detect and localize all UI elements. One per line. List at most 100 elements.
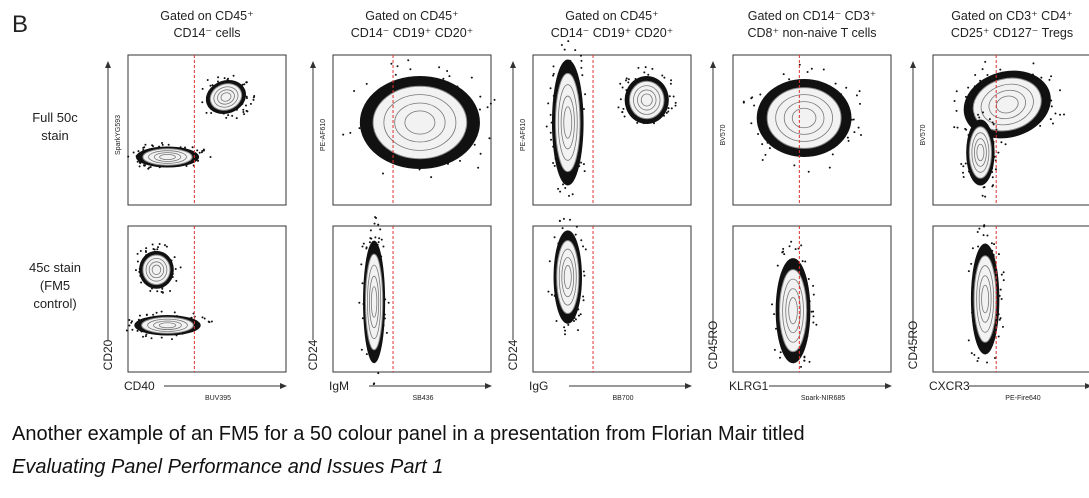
panel-title: Gated on CD45⁺ [365,9,458,23]
event-dot [245,97,248,100]
event-dot [235,117,238,120]
event-dot [782,73,785,76]
plot-frame [127,225,287,373]
event-dot [965,128,968,131]
event-dot [379,228,382,231]
event-dot [580,239,583,242]
row-label: stain [41,128,68,143]
event-dot [563,333,566,336]
event-dot [623,115,626,118]
event-dot [858,90,861,93]
event-dot [361,317,364,320]
event-dot [173,256,176,259]
event-dot [674,101,677,104]
event-dot [173,311,176,314]
plot [532,40,692,206]
event-dot [812,310,815,313]
event-dot [373,222,376,225]
event-dot [1062,113,1065,116]
x-label: IgM [329,379,349,393]
event-dot [390,62,393,65]
event-dot [552,74,555,77]
event-dot [128,324,131,327]
event-dot [1050,75,1053,78]
contour [367,264,382,340]
event-dot [998,318,1001,321]
event-dot [478,108,481,111]
x-channel: PE-Fire640 [1005,395,1041,400]
event-dot [568,218,571,221]
event-dot [672,95,675,98]
panel-title: CD14⁻ CD19⁺ CD20⁺ [551,26,674,40]
event-dot [227,114,230,117]
contour [785,288,801,334]
event-dot [1048,78,1051,81]
event-dot [621,86,624,89]
event-dot [549,87,552,90]
contour [788,297,798,325]
contour [153,152,182,162]
event-dot [967,339,970,342]
event-dot [625,77,628,80]
event-dot [970,352,973,355]
event-dot [175,279,178,282]
event-dot [1004,143,1007,146]
event-dot [644,66,647,69]
event-dot [128,318,131,321]
event-dot [368,241,371,244]
contour [370,286,378,318]
event-dot [803,356,806,359]
event-dot [970,113,973,116]
contour [976,143,985,162]
event-dot [812,321,815,324]
event-dot [997,253,1000,256]
contour [151,264,162,275]
event-dot [161,143,164,146]
event-dot [981,68,984,71]
event-dot [1054,112,1057,115]
y-channel: BV570 [920,124,927,145]
event-dot [999,317,1002,320]
event-dot [580,59,583,62]
plot-frame [332,225,492,373]
contour [557,84,578,161]
event-dot [201,101,204,104]
event-dot [779,351,782,354]
contour [560,95,575,150]
event-dot [822,68,825,71]
x-label: IgG [529,379,548,393]
event-dot [1002,271,1005,274]
event-dot [803,359,806,362]
event-dot [380,238,383,241]
event-dot [559,190,562,193]
event-dot [244,104,247,107]
event-dot [999,68,1002,71]
contour [988,89,1026,120]
density-inner [142,254,171,286]
event-dot [138,165,141,168]
event-dot [210,320,213,323]
contour [383,94,457,151]
y-channel: PE-AF610 [520,119,527,151]
event-dot [473,143,476,146]
event-dot [810,310,813,313]
event-dot [661,74,664,77]
contour [148,150,187,164]
row-label: 45c stain [29,260,81,275]
event-dot [812,284,815,287]
event-dot [156,290,159,293]
event-dot [160,290,163,293]
event-dot [409,68,412,71]
event-dot [167,143,170,146]
event-dot [149,166,152,169]
panel-title: Gated on CD3⁺ CD4⁺ [951,9,1073,23]
event-dot [1049,118,1052,121]
event-dot [577,314,580,317]
plot [732,54,892,206]
event-dot [151,243,154,246]
event-dot [751,96,754,99]
event-dot [970,262,973,265]
event-dot [574,318,577,321]
event-dot [170,338,173,341]
event-dot [179,266,182,269]
